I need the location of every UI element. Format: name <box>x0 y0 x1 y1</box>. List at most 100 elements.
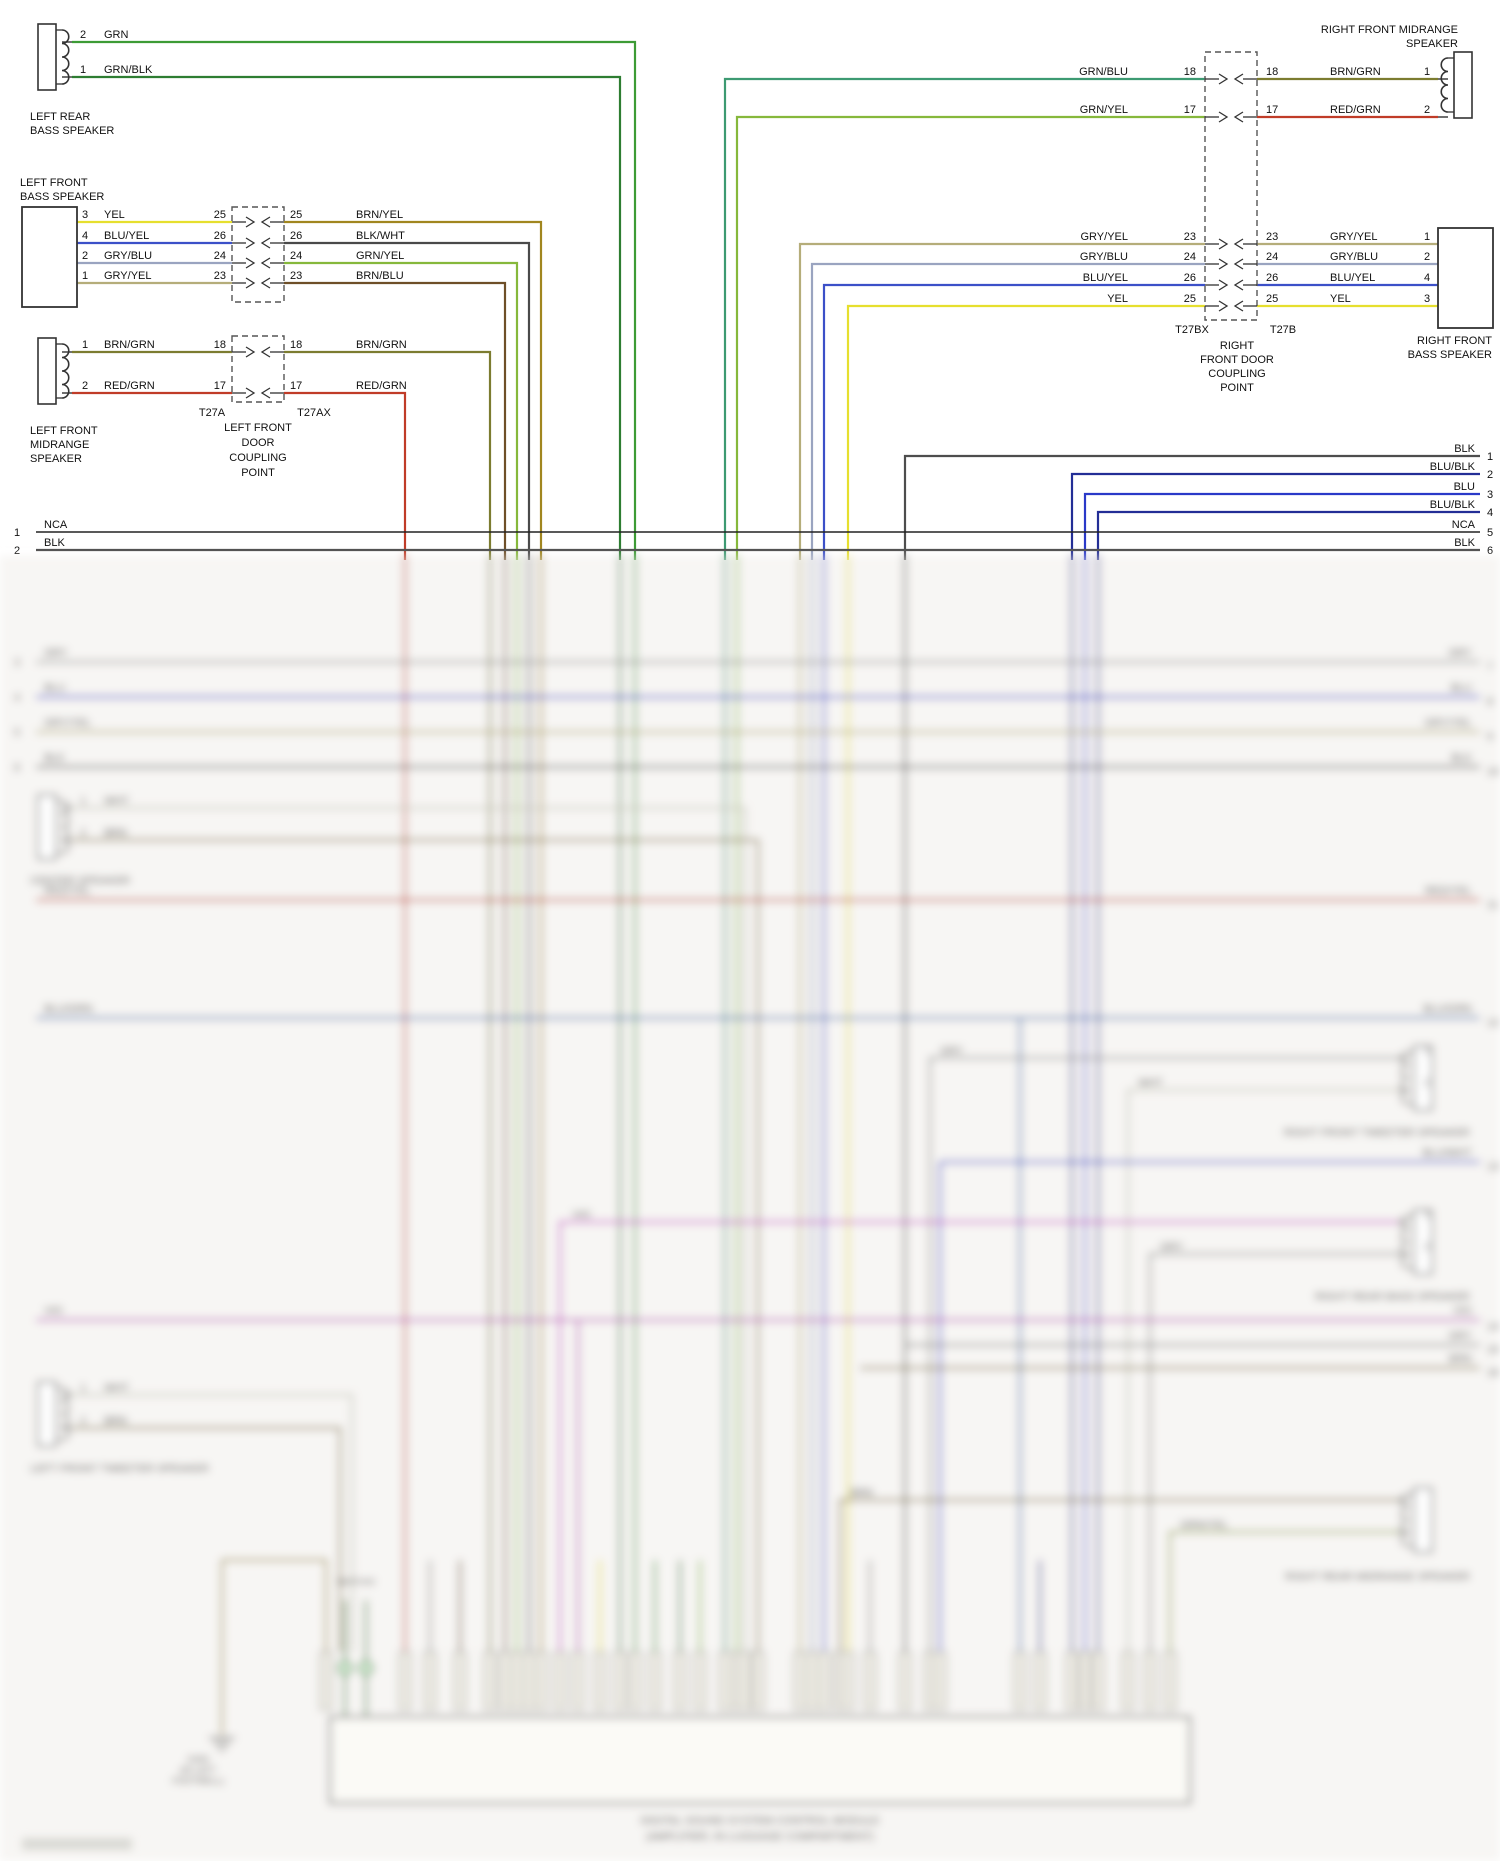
wire-label: RED/GRN <box>1330 104 1381 116</box>
pin-number: 18 <box>1184 66 1196 78</box>
pin-number: 4 <box>1487 507 1493 519</box>
pin-number: 5 <box>14 727 20 739</box>
wire-label: GRY/YEL <box>1425 717 1473 729</box>
wire-grn-yel-right <box>735 115 1205 560</box>
pin-number: 1 <box>1424 66 1430 78</box>
left-front-tweeter-speaker-icon <box>37 1381 72 1447</box>
pin-number: 1 <box>14 527 20 539</box>
wire-label: BRN/GRN <box>356 339 407 351</box>
watermark <box>22 1838 132 1850</box>
wire <box>72 1393 354 1652</box>
wire-grn-yel <box>284 261 519 560</box>
pin-number: 14 <box>1487 1321 1499 1333</box>
wire-label: VIO <box>1453 1305 1472 1317</box>
ground-label: (IN LEFT <box>180 1765 217 1775</box>
pin-number: 2 <box>1424 1077 1430 1089</box>
wire <box>1168 1530 1400 1652</box>
wire-label: GRN/YEL <box>1080 104 1128 116</box>
wire-label: GRN <box>104 29 129 41</box>
pin-number: 2 <box>80 29 86 41</box>
wire-blu-row3 <box>1083 492 1480 560</box>
connector-circle-2 <box>358 1660 374 1676</box>
wire-blk-row1 <box>903 454 1480 560</box>
wire-label: BLK <box>1454 537 1475 549</box>
pin-number: 2 <box>1424 251 1430 263</box>
wire-blu-yel-right <box>822 283 1205 560</box>
pin-number: 6 <box>1487 545 1493 557</box>
component-label: RIGHT FRONT <box>1417 335 1492 347</box>
wire <box>72 806 747 1652</box>
component-label: RIGHT REAR BASS SPEAKER <box>1315 1291 1470 1303</box>
component-label: LEFT FRONT <box>20 177 88 189</box>
pin-number: 2 <box>80 1415 86 1427</box>
wire-label: BLU/BLK <box>1430 461 1476 473</box>
pin-number: 1 <box>82 339 88 351</box>
pin-number: 18 <box>1266 66 1278 78</box>
wire-gry-blu-right <box>810 262 1205 560</box>
wire-brn-yel <box>284 220 543 560</box>
wire-label: BLU/GRN <box>1423 1003 1472 1015</box>
wire-label: BLU <box>1454 481 1475 493</box>
wire-label: WHT <box>104 795 129 807</box>
left-front-bass-speaker-box <box>21 206 78 308</box>
component-label: RIGHT REAR MIDRANGE SPEAKER <box>1285 1571 1470 1583</box>
wire-gry-yel-right <box>798 242 1205 560</box>
wire-label: BLU/YEL <box>104 230 149 242</box>
wire-brn-grn-mid <box>284 350 492 560</box>
pin-number: 1 <box>1424 1045 1430 1057</box>
wire <box>1126 1088 1398 1652</box>
pin-number: 1 <box>80 795 86 807</box>
component-label: SPEAKER <box>30 453 82 465</box>
wire <box>928 1056 1398 1652</box>
pin-number: 1 <box>1424 231 1430 243</box>
pin-number: 2 <box>82 380 88 392</box>
left-door-connector-box-1 <box>231 206 285 303</box>
pin-number: 3 <box>82 209 88 221</box>
wire-blu-blk-row2 <box>1070 472 1480 560</box>
wire-label: BLK <box>44 752 65 764</box>
component-label: RIGHT <box>1220 340 1255 352</box>
component-label: FRONT DOOR <box>1200 354 1274 366</box>
pin-number: 4 <box>1424 272 1430 284</box>
pin-number: 1 <box>80 1382 86 1394</box>
wire-label: GRN/BLU <box>1079 66 1128 78</box>
blurred-region: GRY GRY 3 7 BLU BLU 4 8 GRY/YEL GRY/YEL 5 9 BLK BLK 6 1… <box>0 554 1500 1861</box>
wire-label: WHT <box>104 1382 129 1394</box>
pin-number: 3 <box>1424 293 1430 305</box>
wire-grn-blk <box>72 75 622 560</box>
pin-number: 16 <box>1487 1367 1499 1379</box>
pin-number: 17 <box>1184 104 1196 116</box>
wire-label: GRY/YEL <box>44 717 92 729</box>
wire-label: GRY/BLU <box>1080 251 1128 263</box>
pin-number: 17 <box>290 380 302 392</box>
pin-number: 1 <box>1487 451 1493 463</box>
wire-label: BRN/GRN <box>1330 66 1381 78</box>
wire-blu-blk-row4 <box>1096 510 1480 560</box>
wire-label: GRN/BLK <box>104 64 153 76</box>
right-door-connector-box <box>1204 51 1258 321</box>
pin-number: 26 <box>290 230 302 242</box>
module-pin-row <box>319 1651 1177 1711</box>
wire-label: RED/YEL <box>1425 885 1472 897</box>
right-rear-midrange-speaker-icon <box>1398 1487 1433 1553</box>
wire-label: BLK <box>1451 752 1472 764</box>
wire-label: GRY/YEL <box>1330 231 1378 243</box>
pin-number: 3 <box>14 657 20 669</box>
pin-number: 3 <box>1487 489 1493 501</box>
wire <box>558 1220 1398 1652</box>
component-label: SPEAKER <box>1406 38 1458 50</box>
wire-label: YEL <box>104 209 125 221</box>
left-front-midrange-speaker-icon <box>37 337 72 405</box>
right-rear-bass-speaker-icon <box>1398 1209 1433 1275</box>
wire-label: WHT/VIO <box>337 1577 376 1587</box>
control-module-box <box>329 1716 1191 1804</box>
wire-label: BLU/YEL <box>1083 272 1128 284</box>
connector-circle-1 <box>337 1660 353 1676</box>
wire-label: BLU/GRN <box>44 1003 93 1015</box>
wire-label: NCA <box>44 519 68 531</box>
pin-number: 2 <box>14 545 20 557</box>
component-label: RIGHT FRONT TWEETER SPEAKER <box>1284 1127 1470 1139</box>
connector-id: T27AX <box>297 407 331 419</box>
